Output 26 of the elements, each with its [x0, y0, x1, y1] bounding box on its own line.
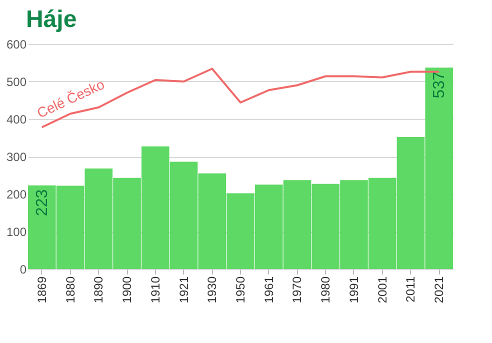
- x-tick-label: 1880: [63, 276, 78, 304]
- x-tick-label: 1970: [290, 276, 304, 304]
- chart-title: Háje: [26, 6, 77, 33]
- x-tick-label: 1950: [234, 276, 248, 304]
- y-tick-label: 500: [6, 75, 27, 89]
- y-tick-label: 100: [6, 225, 27, 239]
- y-tick-label: 400: [6, 112, 27, 126]
- x-tick-label: 1900: [120, 276, 134, 304]
- data-label: 537: [431, 72, 448, 98]
- x-tick-label: 1869: [34, 276, 49, 304]
- x-tick-label: 2021: [432, 276, 446, 304]
- x-tick-label: 1961: [262, 276, 276, 304]
- x-tick-label: 1910: [148, 276, 162, 304]
- y-tick-label: 300: [6, 150, 27, 164]
- x-tick-label: 1921: [176, 276, 191, 304]
- y-tick-label: 200: [6, 188, 27, 202]
- x-tick-label: 1930: [205, 276, 220, 304]
- y-tick-label: 600: [6, 38, 27, 52]
- text: Celé Česko: [34, 76, 107, 121]
- x-tick-label: 2001: [375, 276, 390, 304]
- x-tick-label: 2011: [404, 276, 418, 302]
- y-tick-label: 0: [20, 262, 27, 276]
- x-tick-label: 1980: [318, 276, 333, 304]
- x-tick-label: 1890: [92, 276, 106, 304]
- x-tick-label: 1991: [346, 276, 361, 304]
- data-label: 223: [34, 189, 51, 216]
